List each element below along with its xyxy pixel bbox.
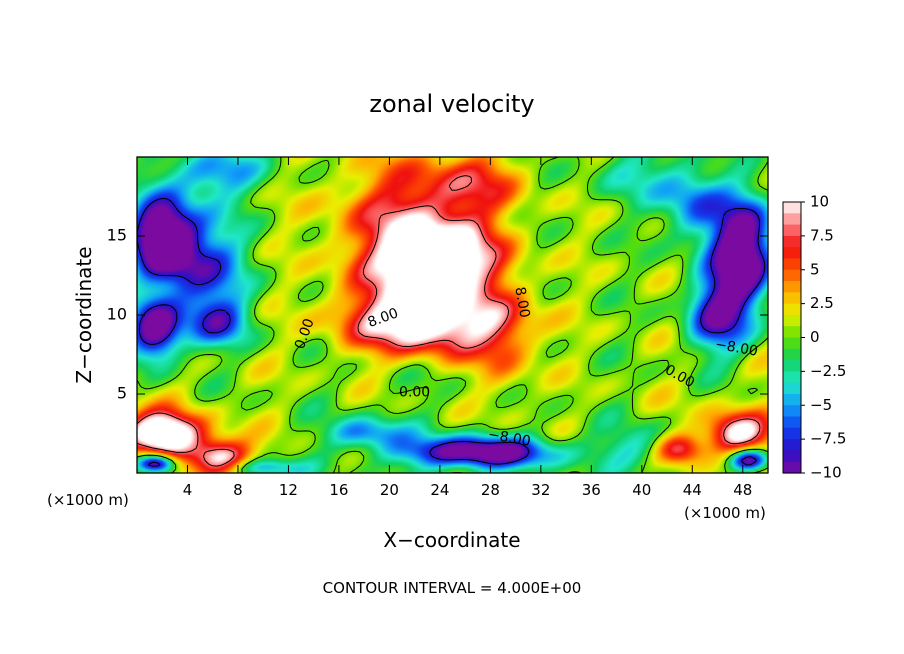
colorbar-band (783, 213, 801, 226)
colorbar-band (783, 303, 801, 316)
colorbar-tick-label: −7.5 (810, 430, 846, 448)
colorbar-band (783, 461, 801, 474)
colorbar-band (783, 348, 801, 361)
contour-lines (137, 157, 768, 473)
colorbar-band (783, 258, 801, 271)
colorbar-band (783, 269, 801, 282)
colorbar-tick-label: 10 (810, 193, 829, 211)
contour-label-5: −8.00 (487, 427, 532, 450)
colorbar-band (783, 427, 801, 440)
colorbar-band (783, 292, 801, 305)
x-unit-left: (×1000 m) (47, 491, 129, 509)
colorbar-tick-label: 5 (810, 260, 820, 278)
velocity-field-image (137, 157, 768, 473)
x-axis: 4 8 12 16 20 24 28 32 36 40 44 48 (183, 157, 752, 499)
x-unit-right: (×1000 m) (684, 504, 766, 522)
colorbar-band (783, 450, 801, 463)
colorbar-band (783, 337, 801, 350)
x-tick-label: 8 (233, 481, 243, 499)
colorbar-ticks: 10 7.5 5 2.5 0 −2.5 −5 −7.5 −10 (801, 193, 846, 482)
colorbar-band (783, 314, 801, 327)
x-tick-label: 44 (683, 481, 702, 499)
x-tick-label: 16 (329, 481, 348, 499)
colorbar-tick-label: 2.5 (810, 294, 834, 312)
x-tick-label: 12 (279, 481, 298, 499)
colorbar-tick-label: −2.5 (810, 362, 846, 380)
colorbar-band (783, 281, 801, 293)
x-tick-label: 20 (380, 481, 399, 499)
y-tick-label: 10 (107, 305, 127, 324)
x-tick-label: 48 (733, 481, 752, 499)
contour-label-6: −8.00 (714, 337, 759, 360)
x-tick-label: 4 (183, 481, 193, 499)
colorbar-band (783, 371, 801, 384)
colorbar: 10 7.5 5 2.5 0 −2.5 −5 −7.5 −10 (782, 193, 846, 482)
x-axis-label: X−coordinate (383, 528, 520, 552)
y-tick-label: 15 (107, 226, 127, 245)
colorbar-band (783, 202, 801, 214)
colorbar-tick-label: −10 (810, 464, 842, 482)
colorbar-band (783, 360, 801, 372)
colorbar-band (783, 416, 801, 429)
x-tick-label: 28 (481, 481, 500, 499)
colorbar-band (783, 224, 801, 237)
colorbar-band (783, 439, 801, 452)
x-tick-label: 40 (632, 481, 651, 499)
colorbar-tick-label: 0 (810, 328, 820, 346)
contour-line (137, 157, 768, 473)
x-tick-label: 24 (430, 481, 449, 499)
colorbar-band (783, 405, 801, 418)
contour-label-3: 0.00 (399, 384, 430, 400)
colorbar-bands (783, 202, 801, 474)
y-tick-label: 5 (117, 384, 127, 403)
colorbar-band (783, 247, 801, 260)
contour-line (137, 197, 766, 467)
contour-line (137, 175, 761, 467)
colorbar-tick-label: −5 (810, 396, 832, 414)
colorbar-band (783, 393, 801, 406)
contour-label-1: 8.00 (511, 286, 532, 319)
y-axis: 5 10 15 (107, 226, 768, 403)
colorbar-band (783, 326, 801, 339)
colorbar-band (783, 235, 801, 248)
chart-title: zonal velocity (369, 90, 534, 118)
x-tick-label: 32 (531, 481, 550, 499)
colorbar-band (783, 382, 801, 395)
heatmap-field (137, 157, 768, 473)
y-axis-label: Z−coordinate (72, 246, 96, 383)
contour-interval-note: CONTOUR INTERVAL = 4.000E+00 (323, 579, 582, 597)
colorbar-tick-label: 7.5 (810, 226, 834, 244)
x-tick-label: 36 (582, 481, 601, 499)
